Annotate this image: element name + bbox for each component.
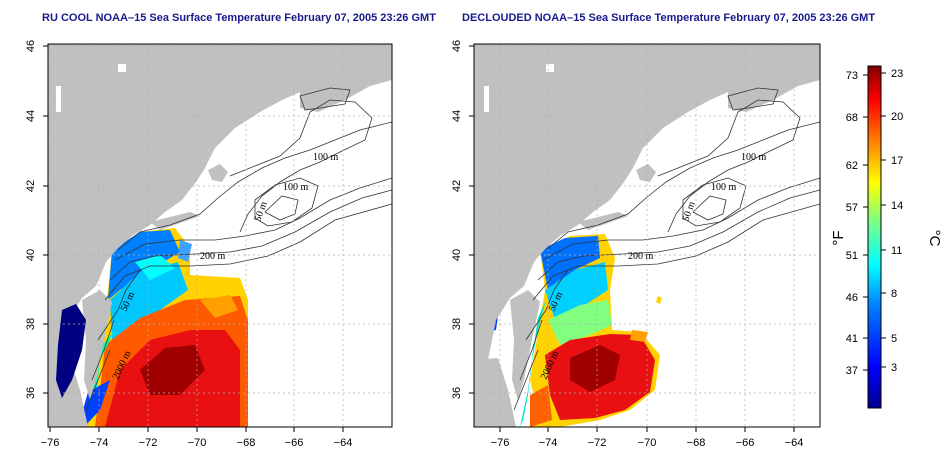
left-plot-frame: [47, 43, 393, 428]
right-y-tick: 40: [451, 249, 463, 261]
colorbar-fahrenheit-tick: 57: [846, 202, 858, 214]
left-x-tick: −64: [334, 437, 353, 449]
left-lake: [118, 64, 126, 72]
right-map-panel: 100 m 100 m 50 m 200 m 50 m 2000 m −76 −…: [451, 40, 821, 449]
right-x-tick: −68: [687, 437, 706, 449]
left-contour-label-100m-2: 100 m: [283, 182, 309, 193]
right-y-tick: 46: [451, 40, 463, 52]
right-y-tick: 44: [451, 110, 463, 122]
right-bathymetry-contours: [513, 87, 820, 411]
left-y-tick: 44: [25, 110, 37, 122]
colorbar-tick-marks: [863, 72, 886, 371]
right-x-tick: −66: [736, 437, 755, 449]
left-chesapeake: [56, 304, 86, 398]
colorbar-celsius-tick: 17: [891, 155, 903, 167]
left-panel-title: RU COOL NOAA–15 Sea Surface Temperature …: [42, 12, 436, 24]
left-land: [48, 44, 392, 360]
colorbar-fahrenheit-tick: 46: [846, 292, 858, 304]
colorbar-fahrenheit-tick: 62: [846, 160, 858, 172]
colorbar: 73 68 62 57 51 46 41 37 23 20 17 14 11 8…: [830, 65, 943, 409]
left-delmarva: [82, 290, 112, 400]
right-nova-scotia: [728, 66, 820, 112]
right-delmarva: [510, 290, 540, 400]
left-x-tick: −70: [188, 437, 207, 449]
colorbar-celsius-tick: 3: [891, 362, 897, 374]
colorbar-fahrenheit-tick: 37: [846, 365, 858, 377]
colorbar-fahrenheit-tick: 68: [846, 112, 858, 124]
left-nova-scotia: [300, 66, 392, 112]
colorbar-fahrenheit-tick: 73: [846, 70, 858, 82]
right-x-tick: −74: [539, 437, 558, 449]
left-x-tick: −76: [41, 437, 60, 449]
left-long-island: [150, 212, 200, 230]
right-y-tick: 38: [451, 318, 463, 330]
left-lake: [42, 152, 46, 162]
right-tick-marks: [469, 45, 795, 432]
colorbar-fahrenheit-tick: 41: [846, 333, 858, 345]
left-contour-label-100m: 100 m: [313, 152, 339, 163]
right-lake: [546, 64, 554, 72]
right-x-tick: −70: [638, 437, 657, 449]
right-contour-label-200m: 200 m: [628, 251, 654, 262]
colorbar-celsius-unit: °C: [926, 230, 943, 247]
colorbar-celsius-tick: 20: [891, 111, 903, 123]
left-lake: [56, 86, 61, 112]
left-map-panel: 100 m 100 m 50 m 200 m 50 m 2000 m −76 −…: [25, 40, 393, 449]
left-x-tick: −68: [237, 437, 256, 449]
left-y-tick: 40: [25, 249, 37, 261]
colorbar-fahrenheit-unit: °F: [830, 230, 847, 245]
left-cape-cod: [208, 164, 228, 182]
colorbar-celsius-tick: 23: [891, 68, 903, 80]
colorbar-celsius-tick: 14: [891, 200, 903, 212]
right-x-tick: −72: [588, 437, 607, 449]
left-y-tick: 46: [25, 40, 37, 52]
colorbar-fahrenheit-tick: 51: [846, 250, 858, 262]
right-cape-cod: [636, 164, 656, 182]
right-contour-label-100m-2: 100 m: [711, 182, 737, 193]
right-y-tick: 42: [451, 180, 463, 192]
left-y-tick: 38: [25, 318, 37, 330]
left-y-tick: 42: [25, 180, 37, 192]
right-carolina: [474, 358, 516, 427]
left-tick-marks: [43, 45, 344, 432]
right-x-tick: −76: [491, 437, 510, 449]
left-gridlines: [48, 44, 392, 427]
left-x-tick: −66: [285, 437, 304, 449]
right-long-island: [578, 212, 628, 230]
colorbar-celsius-tick: 5: [891, 333, 897, 345]
colorbar-celsius-tick: 11: [891, 245, 902, 257]
right-x-tick: −64: [785, 437, 804, 449]
right-y-tick: 36: [451, 387, 463, 399]
left-x-tick: −72: [139, 437, 158, 449]
right-contour-label-100m: 100 m: [741, 152, 767, 163]
left-sst-field: [78, 228, 248, 427]
right-lake: [484, 86, 489, 112]
colorbar-celsius-tick: 8: [891, 288, 897, 300]
left-contour-label-200m: 200 m: [200, 251, 226, 262]
right-panel-title: DECLOUDED NOAA–15 Sea Surface Temperatur…: [462, 12, 876, 24]
right-land: [474, 44, 820, 360]
right-gridlines: [474, 44, 820, 427]
left-x-tick: −74: [90, 437, 109, 449]
left-y-tick: 36: [25, 387, 37, 399]
colorbar-gradient: [867, 65, 882, 409]
